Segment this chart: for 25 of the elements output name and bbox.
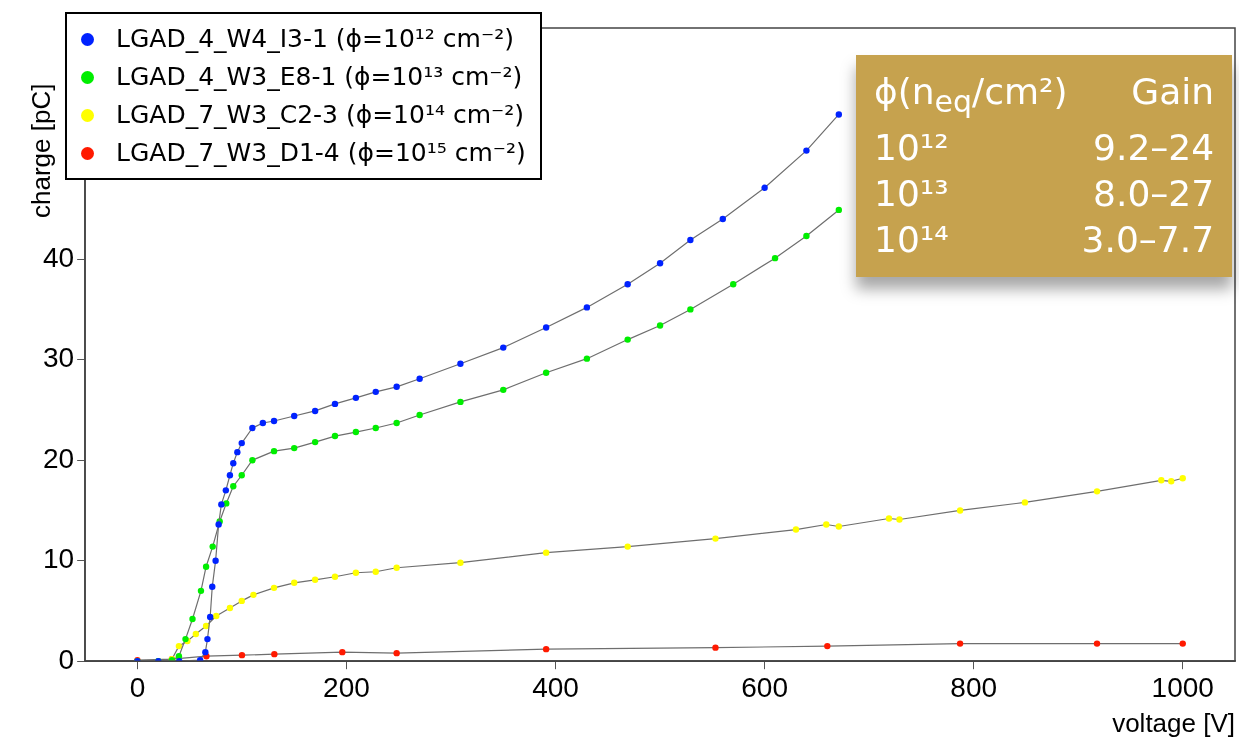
x-tick-label: 0: [129, 671, 146, 703]
x-tick-label: 400: [532, 671, 579, 703]
legend-label: LGAD_7_W3_D1-4 (ϕ=10¹⁵ cm⁻²): [116, 138, 526, 167]
y-tick-label: 20: [42, 442, 75, 474]
annotation: ϕ(n$_{eq}$/cm²): [874, 70, 1068, 122]
y-axis-title: charge [pC]: [26, 83, 57, 218]
annotation: 9.2–24: [1092, 126, 1215, 171]
legend-label: LGAD_4_W4_I3-1 (ϕ=10¹² cm⁻²): [116, 24, 514, 53]
annotation: Gain: [1130, 70, 1215, 114]
annotation: 10¹³: [874, 172, 950, 217]
legend-label: LGAD_4_W3_E8-1 (ϕ=10¹³ cm⁻²): [116, 62, 523, 91]
x-axis-title: voltage [V]: [1112, 707, 1235, 738]
annotation: 10¹⁴: [874, 218, 950, 263]
annotation: 10¹²: [874, 126, 950, 171]
annotation: 3.0–7.7: [1081, 218, 1215, 263]
annotation: 8.0–27: [1092, 172, 1215, 217]
y-tick-label: 0: [58, 643, 75, 675]
x-tick-label: 600: [741, 671, 788, 703]
y-tick-label: 40: [42, 241, 75, 273]
y-tick-label: 10: [42, 543, 75, 575]
x-tick-label: 200: [323, 671, 370, 703]
x-tick-label: 1000: [1151, 671, 1214, 703]
x-tick-label: 800: [950, 671, 998, 703]
legend-label: LGAD_7_W3_C2-3 (ϕ=10¹⁴ cm⁻²): [116, 100, 524, 129]
y-tick-label: 30: [42, 342, 75, 374]
